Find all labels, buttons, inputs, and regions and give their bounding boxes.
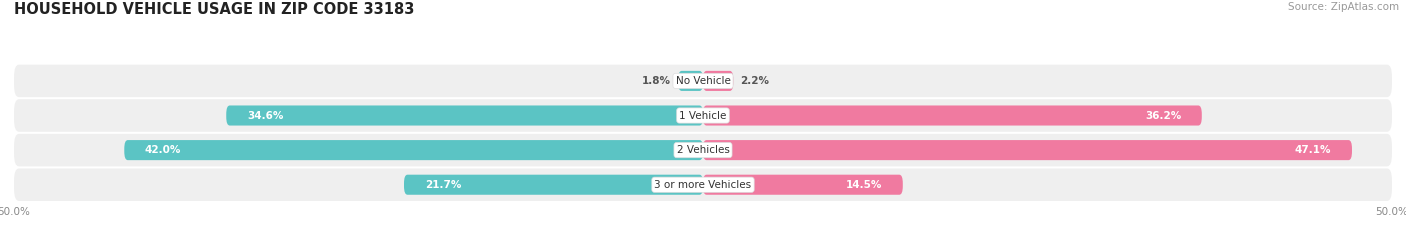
FancyBboxPatch shape [14,168,1392,201]
Text: No Vehicle: No Vehicle [675,76,731,86]
Text: 47.1%: 47.1% [1295,145,1331,155]
Text: Source: ZipAtlas.com: Source: ZipAtlas.com [1288,2,1399,12]
Text: 1.8%: 1.8% [643,76,671,86]
FancyBboxPatch shape [14,134,1392,166]
Text: 34.6%: 34.6% [247,110,283,120]
Text: 2 Vehicles: 2 Vehicles [676,145,730,155]
FancyBboxPatch shape [404,175,703,195]
FancyBboxPatch shape [14,65,1392,97]
Text: 21.7%: 21.7% [425,180,461,190]
Text: 3 or more Vehicles: 3 or more Vehicles [654,180,752,190]
FancyBboxPatch shape [678,71,703,91]
Text: 42.0%: 42.0% [145,145,181,155]
Text: 14.5%: 14.5% [846,180,882,190]
FancyBboxPatch shape [703,140,1353,160]
Text: 2.2%: 2.2% [740,76,769,86]
FancyBboxPatch shape [703,71,734,91]
Legend: Owner-occupied, Renter-occupied: Owner-occupied, Renter-occupied [581,231,825,233]
FancyBboxPatch shape [703,175,903,195]
FancyBboxPatch shape [14,99,1392,132]
Text: HOUSEHOLD VEHICLE USAGE IN ZIP CODE 33183: HOUSEHOLD VEHICLE USAGE IN ZIP CODE 3318… [14,2,415,17]
Text: 1 Vehicle: 1 Vehicle [679,110,727,120]
Text: 36.2%: 36.2% [1144,110,1181,120]
FancyBboxPatch shape [226,106,703,126]
FancyBboxPatch shape [124,140,703,160]
FancyBboxPatch shape [703,106,1202,126]
